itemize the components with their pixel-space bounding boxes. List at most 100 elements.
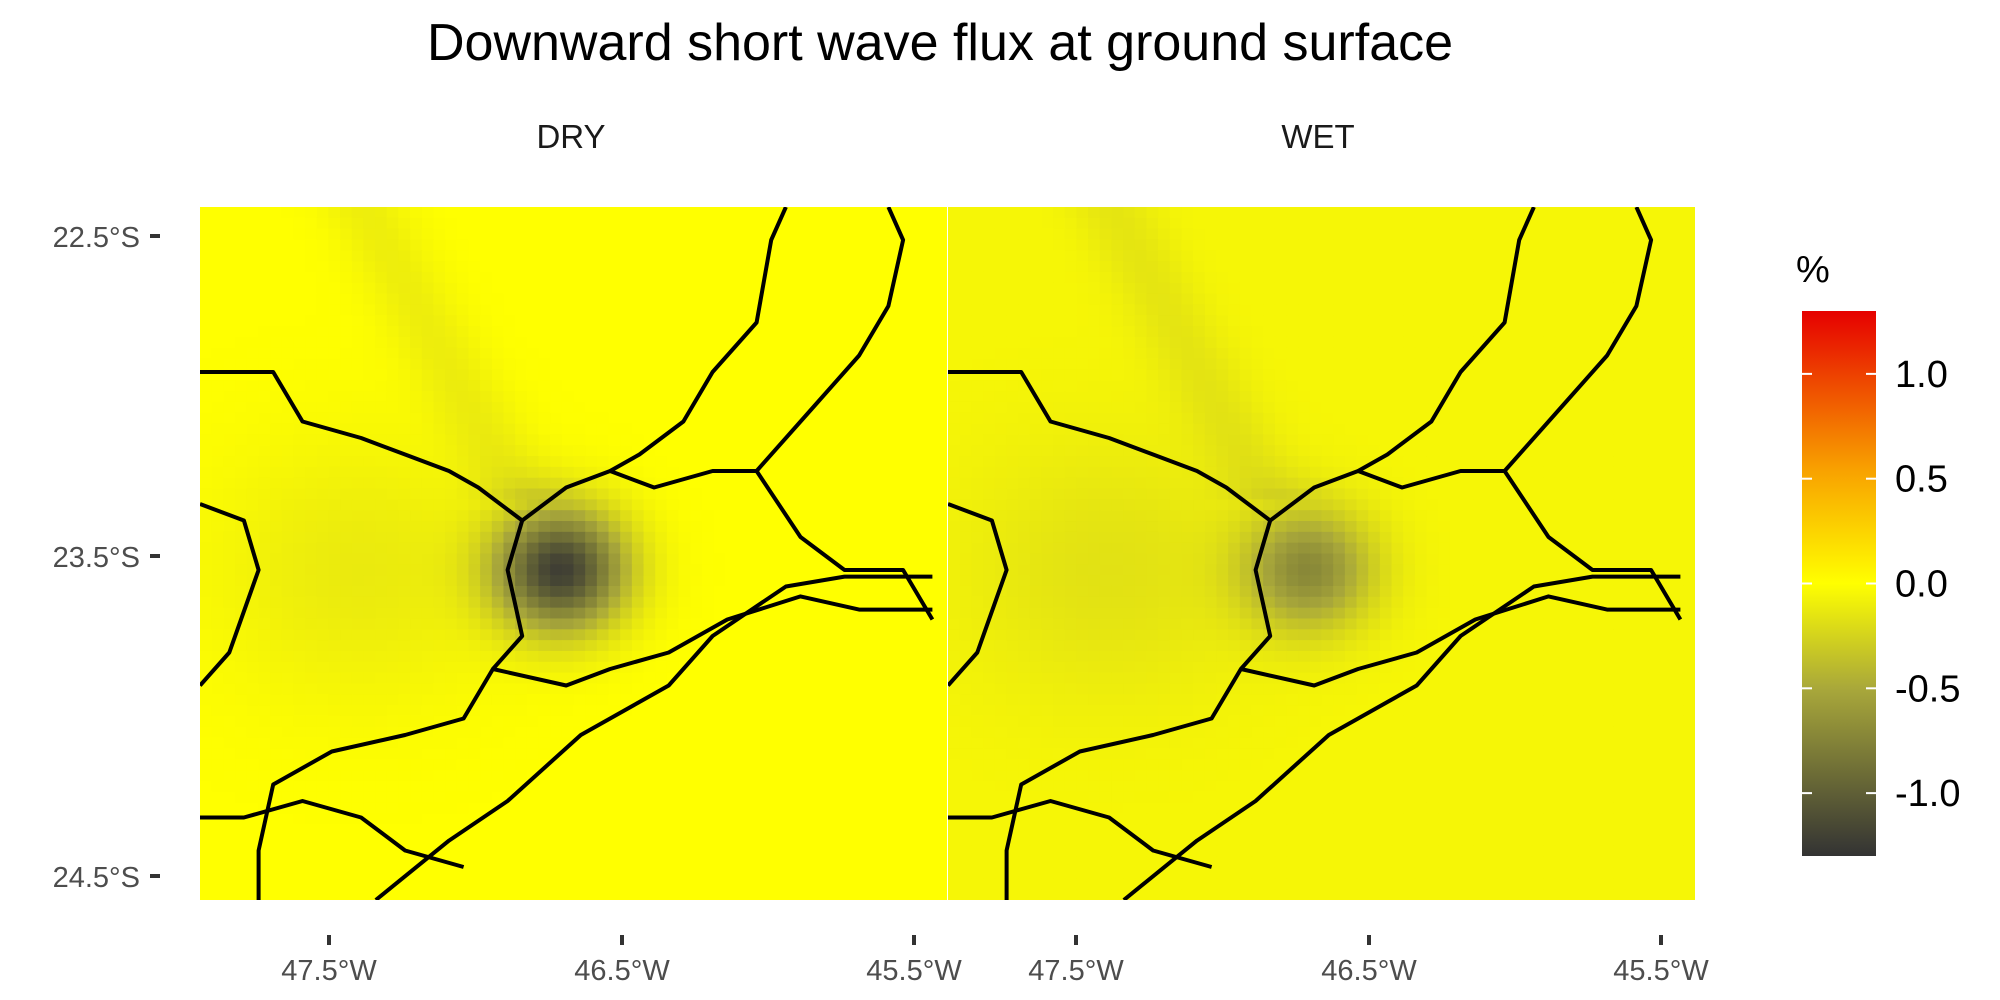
heatmap-cell [701,780,715,793]
heatmap-cell [1204,250,1218,262]
heatmap-cell [771,531,785,544]
heatmap-cell [608,456,621,468]
heatmap-cell [223,737,236,750]
heatmap-cell [200,650,213,663]
heatmap-cell [491,293,505,306]
heatmap-cell [328,813,341,825]
heatmap-cell [853,466,866,479]
heatmap-cell [748,239,761,251]
heatmap-cell [876,456,890,468]
heatmap-cell [235,737,248,750]
heatmap-cell [573,488,586,500]
heatmap-cell [375,596,388,609]
heatmap-cell [211,650,224,663]
heatmap-cell [888,250,901,262]
heatmap-cell [818,282,831,295]
heatmap-cell [795,835,808,847]
heatmap-cell [1239,347,1253,360]
heatmap-cell [1368,315,1381,327]
heatmap-cell [351,499,364,511]
heatmap-cell [876,239,890,251]
heatmap-cell [1076,250,1089,262]
heatmap-cell [561,282,575,295]
heatmap-cell [433,531,446,544]
heatmap-cell [480,618,493,630]
heatmap-cell [258,358,271,371]
heatmap-cell [293,336,306,349]
heatmap-cell [643,596,656,609]
heatmap-cell [666,261,680,273]
heatmap-cell [783,217,796,230]
heatmap-cell [363,347,376,360]
heatmap-cell [900,780,913,793]
heatmap-cell [748,521,761,533]
heatmap-cell [596,856,610,869]
heatmap-cell [888,477,901,490]
heatmap-cell [620,564,633,576]
heatmap-cell [351,261,364,273]
heatmap-cell [351,629,364,641]
heatmap-cell [480,726,493,739]
heatmap-cell [480,380,493,392]
heatmap-cell [865,596,878,609]
heatmap-cell [865,856,878,869]
heatmap-cell [608,694,621,706]
heatmap-cell [631,683,645,695]
heatmap-cell [971,304,984,316]
heatmap-cell [1134,304,1148,316]
heatmap-cell [480,564,493,576]
heatmap-cell [316,217,329,230]
heatmap-cell [713,737,726,750]
heatmap-cell [701,488,715,500]
heatmap-cell [736,488,750,500]
heatmap-cell [1123,261,1136,273]
heatmap-cell [935,423,947,435]
heatmap-cell [701,445,715,457]
heatmap-cell [1601,271,1614,284]
heatmap-cell [853,889,866,900]
heatmap-cell [1263,207,1276,219]
heatmap-cell [246,347,259,360]
heatmap-cell [1484,293,1498,306]
heatmap-cell [305,824,318,836]
heatmap-cell [433,499,446,511]
heatmap-cell [713,510,726,522]
heatmap-cell [1286,304,1299,316]
heatmap-cell [725,607,738,620]
heatmap-cell [246,640,259,652]
heatmap-cell [818,715,831,728]
heatmap-cell [305,228,318,241]
heatmap-cell [526,521,540,533]
heatmap-cell [771,326,785,338]
heatmap-cell [713,878,726,890]
heatmap-cell [1146,293,1159,306]
heatmap-cell [503,650,516,663]
heatmap-cell [900,640,913,652]
heatmap-cell [1461,217,1474,230]
heatmap-cell [935,271,947,284]
heatmap-cell [876,282,890,295]
heatmap-cell [666,380,680,392]
heatmap-cell [445,369,458,381]
heatmap-cell [935,802,947,814]
heatmap-cell [503,542,516,555]
heatmap-cell [1531,336,1544,349]
heatmap-cell [375,564,388,576]
heatmap-cell [900,878,913,890]
heatmap-cell [200,391,213,403]
heatmap-cell [643,694,656,706]
heatmap-cell [935,553,947,565]
heatmap-cell [375,217,388,230]
heatmap-cell [701,456,715,468]
heatmap-cell [1449,347,1463,360]
heatmap-cell [270,856,283,869]
heatmap-cell [643,217,656,230]
heatmap-cell [725,315,738,327]
heatmap-cell [771,401,785,414]
heatmap-cell [643,856,656,869]
heatmap-cell [585,521,598,533]
heatmap-cell [900,813,913,825]
heatmap-cell [223,585,236,598]
heatmap-cell [246,217,259,230]
heatmap-cell [865,477,878,490]
